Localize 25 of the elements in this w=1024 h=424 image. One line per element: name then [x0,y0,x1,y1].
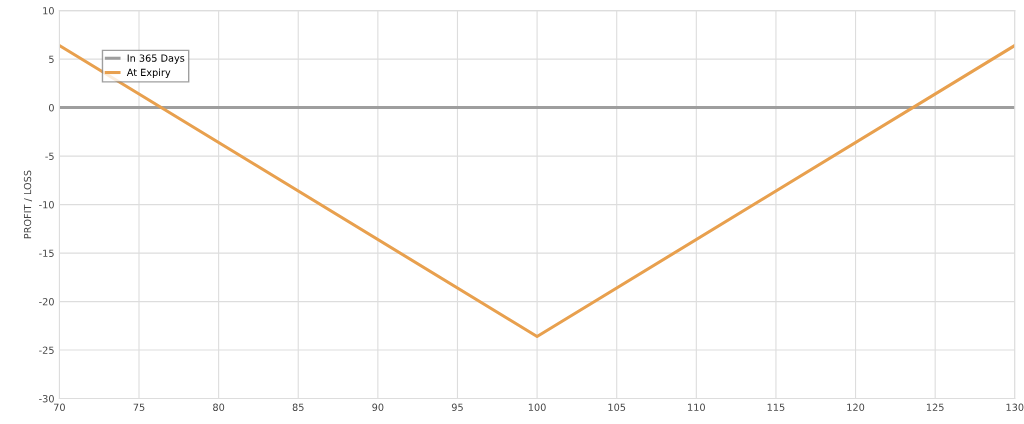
y-tick-label: -30 [39,395,54,403]
x-tick-label: 100 [528,403,546,411]
x-tick-label: 80 [213,403,225,411]
x-tick-label: 75 [133,403,145,411]
y-tick-label: 5 [49,55,54,63]
x-tick-label: 90 [372,403,384,411]
legend-label: In 365 Days [127,54,185,64]
legend-label: At Expiry [126,68,171,78]
x-tick-label: 130 [1006,403,1024,411]
x-tick-label: 125 [926,403,944,411]
x-tick-label: 110 [688,403,705,411]
y-tick-label: 10 [43,7,54,15]
y-tick-label: -20 [39,298,54,306]
y-tick-label: -25 [39,346,54,354]
x-tick-label: 120 [847,403,865,411]
x-tick-label: 85 [292,403,304,411]
x-tick-label: 95 [451,403,463,411]
y-tick-label: -15 [39,249,54,257]
x-tick-label: 70 [54,403,65,411]
y-tick-label: -5 [45,152,54,160]
y-tick-label: -10 [39,201,54,209]
y-tick-label: 0 [48,104,54,112]
x-tick-label: 115 [767,403,785,411]
y-axis-title: PROFIT / LOSS [23,170,32,239]
x-tick-label: 105 [608,403,626,411]
